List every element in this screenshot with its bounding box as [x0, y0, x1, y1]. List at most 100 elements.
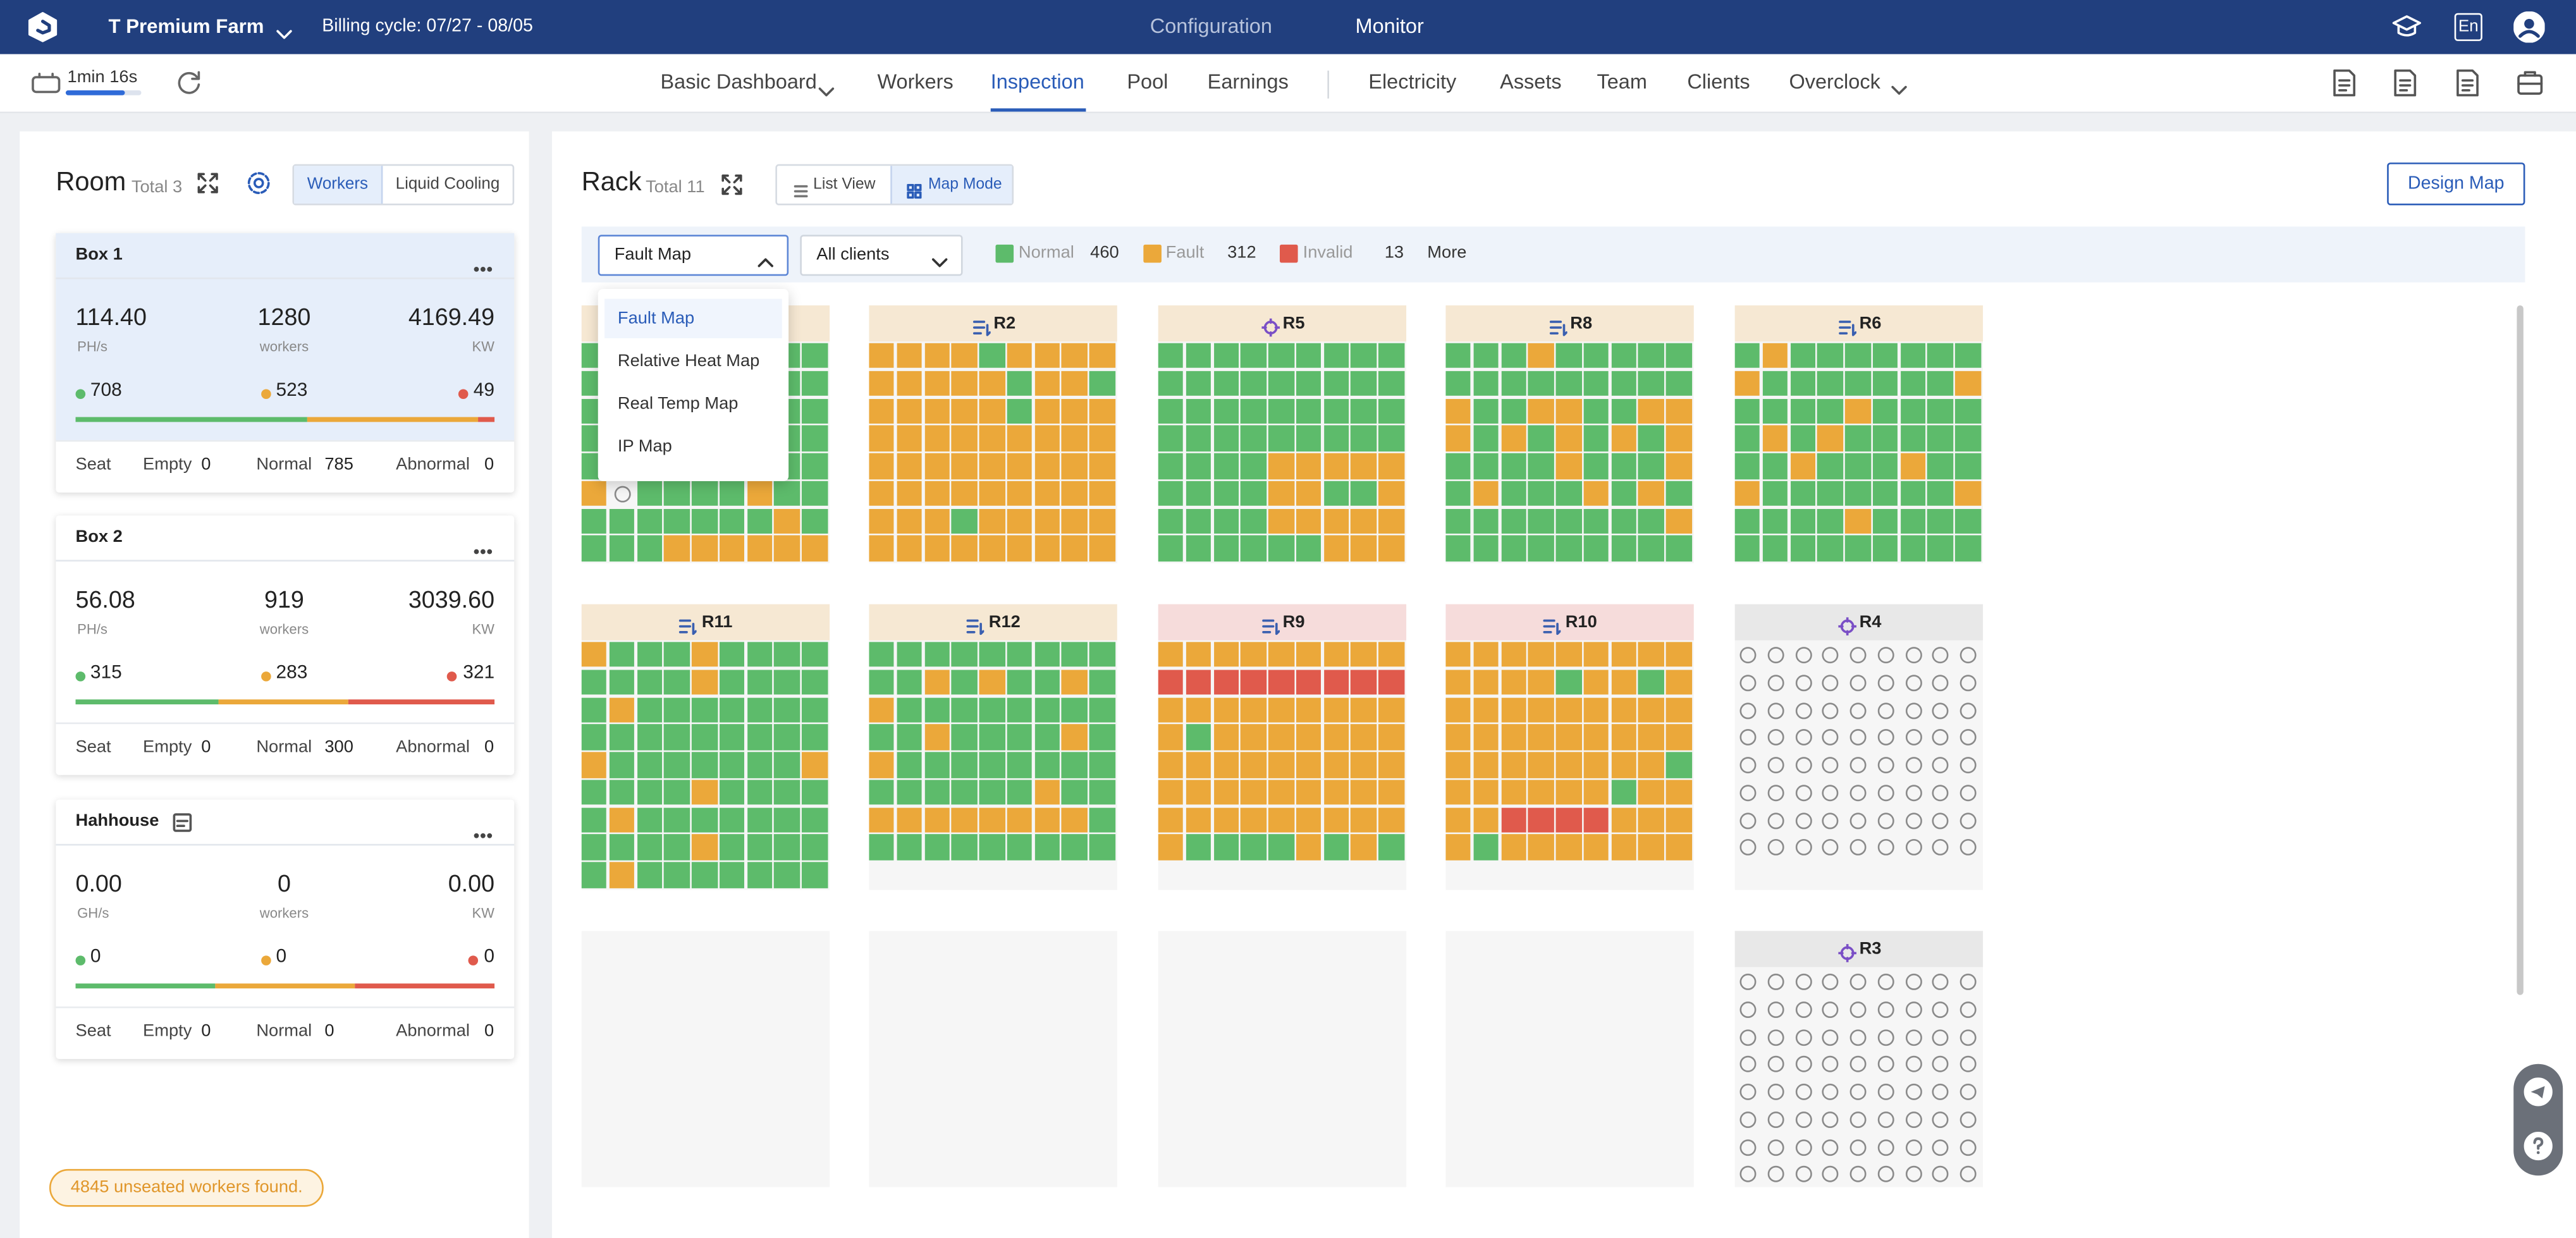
rack-slot[interactable]: [1666, 780, 1692, 806]
rack-slot[interactable]: [1378, 508, 1404, 534]
rack-slot[interactable]: [692, 752, 718, 778]
rack-slot[interactable]: [1610, 725, 1637, 751]
rack-slot[interactable]: [952, 398, 978, 424]
rack-slot[interactable]: [1186, 343, 1211, 369]
rack-slot[interactable]: [1900, 371, 1926, 396]
rack-slot[interactable]: [1610, 508, 1637, 534]
logo[interactable]: [28, 11, 58, 42]
rack-slot[interactable]: [1445, 426, 1471, 451]
rack-slot[interactable]: [1528, 453, 1554, 479]
rack-slot[interactable]: [1610, 398, 1637, 424]
rack-slot[interactable]: [774, 642, 800, 668]
rack-slot[interactable]: [1789, 371, 1816, 396]
rack-slot[interactable]: [1817, 536, 1843, 561]
academy-icon[interactable]: [2392, 13, 2422, 41]
rack-slot[interactable]: [692, 780, 718, 806]
rack-slot[interactable]: [1186, 481, 1211, 506]
rack-slot[interactable]: [1666, 343, 1692, 369]
rack-slot[interactable]: [1062, 752, 1088, 778]
rack-slot[interactable]: [1955, 371, 1981, 396]
rack-slot[interactable]: [1213, 426, 1239, 451]
rack-slot[interactable]: [1473, 807, 1499, 833]
rack-slot[interactable]: [719, 725, 745, 751]
rack-slot[interactable]: [1241, 697, 1267, 723]
rack-slot[interactable]: [1323, 725, 1349, 751]
rack-slot[interactable]: [1296, 780, 1322, 806]
rack-slot[interactable]: [1638, 371, 1664, 396]
rack-slot[interactable]: [1789, 453, 1816, 479]
rack-slot[interactable]: [1213, 508, 1239, 534]
rack-slot[interactable]: [1638, 481, 1664, 506]
rack-slot[interactable]: [1927, 426, 1954, 451]
rack-slot[interactable]: [1955, 536, 1981, 561]
rack-slot[interactable]: [747, 508, 773, 534]
rack-slot[interactable]: [924, 343, 950, 369]
rack-slot[interactable]: [869, 536, 895, 561]
rack-slot[interactable]: [952, 536, 978, 561]
rack-slot[interactable]: [747, 481, 773, 506]
rack-slot[interactable]: [719, 481, 745, 506]
rack-slot[interactable]: [1610, 481, 1637, 506]
rack-slot[interactable]: [952, 642, 978, 668]
rack-slot[interactable]: [979, 780, 1005, 806]
rack-slot[interactable]: [1089, 453, 1115, 479]
rack-slot[interactable]: [1872, 453, 1898, 479]
rack-slot[interactable]: [1528, 725, 1554, 751]
rack-slot[interactable]: [869, 807, 895, 833]
rack-slot[interactable]: [774, 481, 800, 506]
rack-slot[interactable]: [1268, 642, 1294, 668]
rack-slot[interactable]: [747, 697, 773, 723]
toolbar-tool[interactable]: [2392, 69, 2419, 97]
rack-slot[interactable]: [1034, 371, 1060, 396]
rack-slot[interactable]: [774, 725, 800, 751]
rack-slot[interactable]: [1062, 807, 1088, 833]
rack-slot[interactable]: [1762, 398, 1788, 424]
rack-slot[interactable]: [1007, 426, 1033, 451]
rack-slot[interactable]: [1872, 481, 1898, 506]
rack-slot[interactable]: [636, 862, 663, 888]
rack-slot[interactable]: [1610, 642, 1637, 668]
rack-slot[interactable]: [1351, 642, 1377, 668]
rack-slot[interactable]: [1789, 508, 1816, 534]
rack-slot[interactable]: [924, 835, 950, 861]
rack-slot[interactable]: [1583, 697, 1609, 723]
rack-slot[interactable]: [1500, 343, 1526, 369]
box-card[interactable]: Hahhouse 0.00 GH/s 0 workers 0.00 KW 0 0 0 Seat Emp…: [56, 799, 515, 1059]
rack-slot[interactable]: [1666, 398, 1692, 424]
rack-slot[interactable]: [1817, 426, 1843, 451]
rack-slot[interactable]: [1241, 536, 1267, 561]
rack-slot[interactable]: [1323, 669, 1349, 696]
rack-slot[interactable]: [1955, 453, 1981, 479]
rack-slot[interactable]: [1473, 481, 1499, 506]
rack-slot[interactable]: [952, 669, 978, 696]
rack-slot[interactable]: [1638, 669, 1664, 696]
rack-slot[interactable]: [1927, 453, 1954, 479]
rack-slot[interactable]: [802, 780, 828, 806]
rack-slot[interactable]: [1323, 426, 1349, 451]
nav-item[interactable]: Earnings: [1207, 70, 1289, 94]
rack-slot[interactable]: [1089, 398, 1115, 424]
rack-slot[interactable]: [1378, 536, 1404, 561]
rack-slot[interactable]: [1323, 508, 1349, 534]
rack-slot[interactable]: [802, 508, 828, 534]
rack-slot[interactable]: [1158, 725, 1184, 751]
rack-slot[interactable]: [1473, 642, 1499, 668]
rack-slot[interactable]: [979, 669, 1005, 696]
box-card[interactable]: Box 2 56.08 PH/s 919 workers 3039.60 KW 315 283 3…: [56, 515, 515, 775]
rack-slot[interactable]: [1062, 780, 1088, 806]
rack-slot[interactable]: [897, 725, 923, 751]
rack-slot[interactable]: [1089, 642, 1115, 668]
rack-slot[interactable]: [1610, 752, 1637, 778]
rack-slot[interactable]: [1555, 371, 1581, 396]
help-button[interactable]: [2524, 1131, 2553, 1161]
rack-slot[interactable]: [636, 835, 663, 861]
rack-slot[interactable]: [1666, 697, 1692, 723]
rack-slot[interactable]: [1241, 343, 1267, 369]
rack-slot[interactable]: [1034, 725, 1060, 751]
rack-slot[interactable]: [1528, 669, 1554, 696]
rack-slot[interactable]: [1666, 725, 1692, 751]
rack-slot[interactable]: [869, 669, 895, 696]
rack-slot[interactable]: [1241, 780, 1267, 806]
rack-slot[interactable]: [1528, 343, 1554, 369]
rack-slot[interactable]: [1213, 453, 1239, 479]
